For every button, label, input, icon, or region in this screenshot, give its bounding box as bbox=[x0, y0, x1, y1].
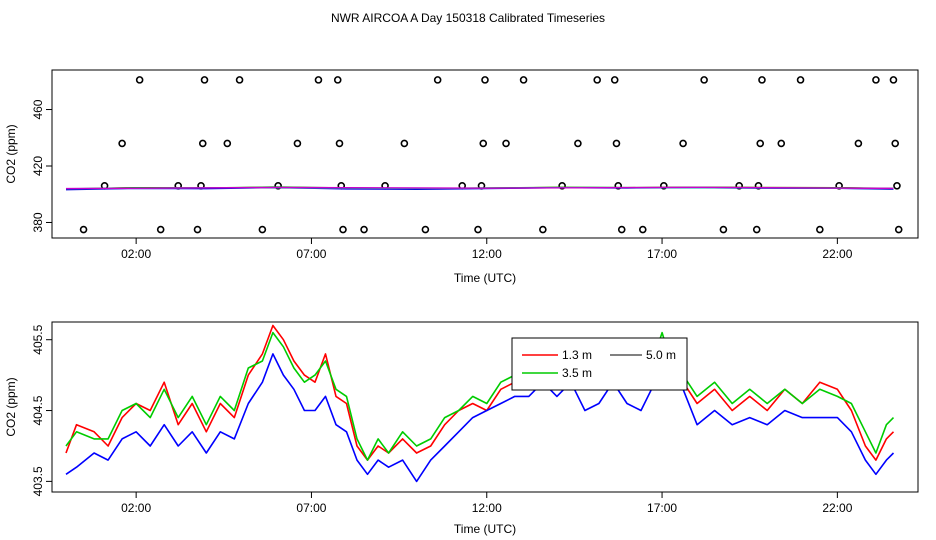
x-tick-label: 07:00 bbox=[296, 247, 326, 261]
lines-layer bbox=[65, 186, 894, 191]
data-point bbox=[200, 76, 209, 84]
x-tick-label: 12:00 bbox=[472, 247, 502, 261]
data-point bbox=[335, 139, 344, 148]
data-point bbox=[617, 225, 626, 234]
legend-label-2: 3.5 m bbox=[562, 366, 592, 380]
points-layer bbox=[79, 76, 903, 234]
data-point bbox=[894, 225, 903, 234]
data-point bbox=[756, 139, 765, 148]
y-axis-top: 380 420 460 bbox=[31, 99, 52, 232]
data-point bbox=[400, 139, 409, 148]
panel-top: 02:00 07:00 12:00 17:00 22:00 380 420 460 Time… bbox=[4, 69, 919, 285]
data-point bbox=[872, 76, 880, 84]
data-point bbox=[339, 225, 347, 234]
x-tick-label: 02:00 bbox=[121, 501, 151, 515]
data-point bbox=[135, 76, 144, 84]
data-point bbox=[777, 139, 786, 148]
legend-box bbox=[511, 337, 688, 391]
data-point bbox=[752, 225, 761, 234]
series-line-1-3-m bbox=[65, 324, 895, 461]
x-tick-label: 17:00 bbox=[647, 501, 677, 515]
x-axis-label-top: Time (UTC) bbox=[454, 271, 516, 285]
x-tick-label: 22:00 bbox=[822, 247, 852, 261]
series-line-3-5-m bbox=[65, 331, 895, 461]
x-tick-label: 22:00 bbox=[822, 501, 852, 515]
y-tick-label: 420 bbox=[31, 156, 45, 176]
x-tick-label: 12:00 bbox=[472, 501, 502, 515]
y-axis-bottom: 403.5 404.5 405.5 bbox=[31, 324, 52, 496]
data-point bbox=[574, 139, 582, 148]
y-tick-label: 403.5 bbox=[31, 466, 45, 496]
data-point bbox=[735, 181, 743, 190]
data-point bbox=[891, 139, 900, 148]
figure-title: NWR AIRCOA A Day 150318 Calibrated Times… bbox=[331, 11, 605, 25]
data-point bbox=[660, 181, 668, 190]
y-axis-label-bottom: CO2 (ppm) bbox=[4, 377, 18, 436]
data-point bbox=[421, 225, 430, 234]
data-point bbox=[193, 225, 202, 234]
y-tick-label: 460 bbox=[31, 99, 45, 119]
legend-label-3: 5.0 m bbox=[646, 348, 676, 362]
data-point bbox=[433, 76, 442, 84]
data-point bbox=[481, 76, 489, 84]
data-point bbox=[235, 76, 244, 84]
x-tick-label: 07:00 bbox=[296, 501, 326, 515]
data-point bbox=[360, 225, 368, 234]
legend: 1.3 m 5.0 m 3.5 m bbox=[511, 337, 688, 391]
data-point bbox=[314, 76, 323, 84]
data-point bbox=[479, 139, 488, 148]
x-tick-label: 02:00 bbox=[121, 247, 151, 261]
data-point bbox=[758, 76, 766, 84]
data-point bbox=[274, 181, 282, 190]
y-axis-label-top: CO2 (ppm) bbox=[4, 124, 18, 183]
x-axis-top: 02:00 07:00 12:00 17:00 22:00 bbox=[121, 238, 853, 261]
data-point bbox=[610, 76, 619, 84]
data-point bbox=[893, 181, 901, 190]
data-point bbox=[539, 225, 547, 234]
panel-bottom: 02:00 07:00 12:00 17:00 22:00 403.5 404.5 405.… bbox=[4, 321, 919, 536]
lines-layer bbox=[65, 324, 895, 483]
plot-frame-bottom bbox=[51, 321, 919, 493]
data-point bbox=[593, 76, 601, 84]
data-point bbox=[889, 76, 898, 84]
data-point bbox=[612, 139, 621, 148]
data-point bbox=[700, 76, 708, 84]
x-axis-bottom: 02:00 07:00 12:00 17:00 22:00 bbox=[121, 492, 853, 515]
data-point bbox=[558, 181, 566, 190]
data-point bbox=[118, 139, 126, 148]
data-point bbox=[258, 225, 267, 234]
x-tick-label: 17:00 bbox=[647, 247, 677, 261]
data-point bbox=[474, 225, 482, 234]
series-line-5-0-m bbox=[65, 338, 895, 483]
data-point bbox=[333, 76, 342, 84]
y-tick-label: 405.5 bbox=[31, 324, 45, 354]
data-point bbox=[719, 225, 728, 234]
data-point bbox=[79, 225, 88, 234]
y-tick-label: 380 bbox=[31, 212, 45, 232]
data-point bbox=[638, 225, 647, 234]
data-point bbox=[198, 139, 207, 148]
series-line-5 bbox=[65, 186, 894, 190]
data-point bbox=[223, 139, 232, 148]
y-tick-label: 404.5 bbox=[31, 395, 45, 425]
data-point bbox=[156, 225, 165, 234]
plot-frame-top bbox=[51, 69, 919, 239]
x-axis-label-bottom: Time (UTC) bbox=[454, 522, 516, 536]
data-point bbox=[854, 139, 863, 148]
legend-label-1: 1.3 m bbox=[562, 348, 592, 362]
data-point bbox=[816, 225, 824, 234]
data-point bbox=[796, 76, 805, 84]
data-point bbox=[679, 139, 687, 148]
data-point bbox=[519, 76, 528, 84]
data-point bbox=[502, 139, 510, 148]
data-point bbox=[614, 181, 623, 190]
data-point bbox=[293, 139, 302, 148]
